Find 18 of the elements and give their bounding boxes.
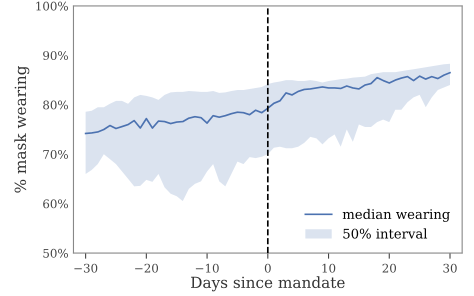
x-tick-label: 30 (443, 264, 457, 273)
y-tick-label: 90% (43, 51, 68, 60)
x-tick-label: −20 (135, 264, 158, 273)
y-axis-title: % mask wearing (14, 66, 30, 193)
x-tick-label: −30 (74, 264, 98, 273)
legend-label: median wearing (342, 208, 450, 222)
line-series (84, 72, 451, 134)
annotation: 50% interval (343, 228, 428, 239)
x-tick-label: 20 (382, 264, 396, 273)
y-tick-label: 80% (43, 100, 68, 110)
y-tick-label: 100% (36, 2, 68, 11)
x-tick-label: 10 (322, 264, 336, 273)
x-tick-label: 0 (264, 264, 271, 273)
y-tick-label: 60% (43, 199, 68, 208)
y-tick-label: 70% (43, 150, 68, 159)
x-tick-label: −10 (196, 264, 219, 273)
y-tick-label: 50% (43, 248, 68, 258)
x-axis-title: Days since mandate (191, 276, 345, 292)
